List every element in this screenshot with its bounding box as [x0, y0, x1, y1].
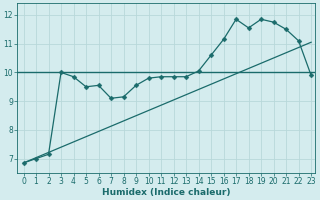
X-axis label: Humidex (Indice chaleur): Humidex (Indice chaleur) — [102, 188, 230, 197]
